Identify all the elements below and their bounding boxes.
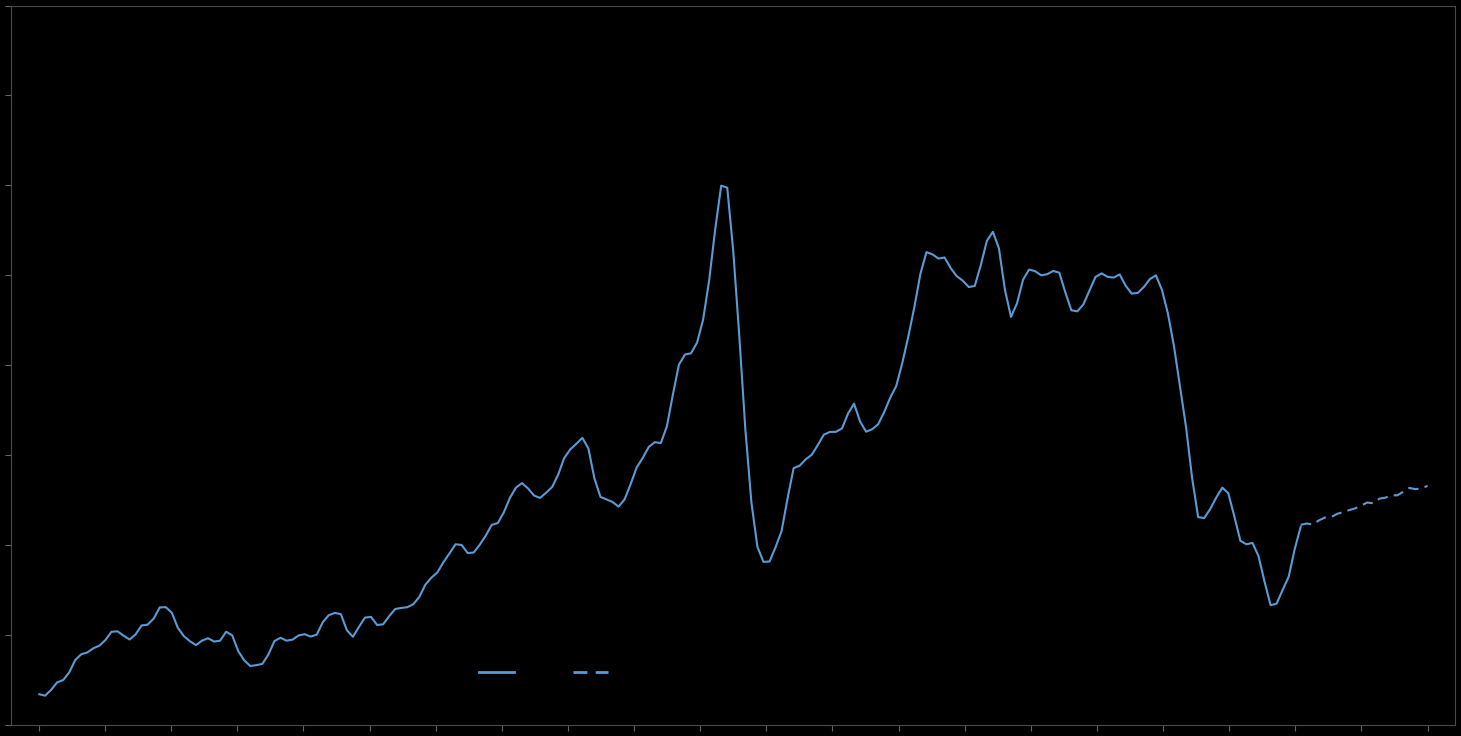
Legend: , : , — [473, 661, 618, 682]
